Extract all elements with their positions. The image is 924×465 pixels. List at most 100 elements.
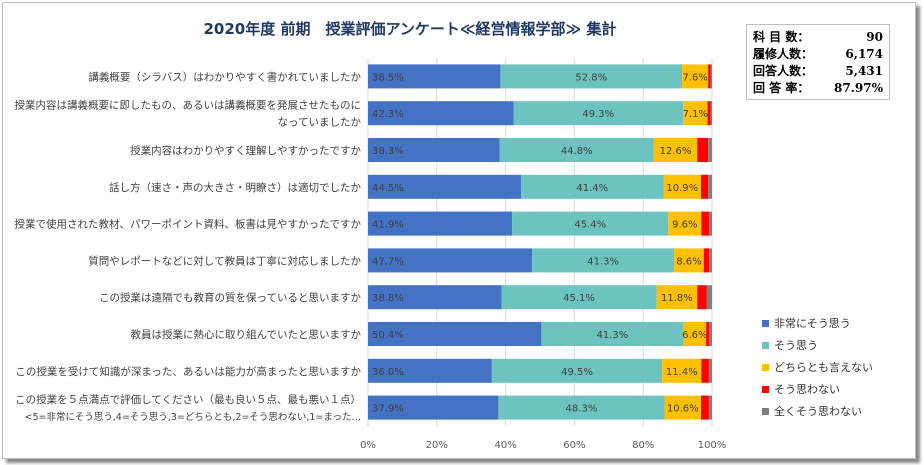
- bar-segment: [664, 395, 701, 420]
- bar-segment: [491, 358, 663, 383]
- legend-swatch: [762, 407, 769, 415]
- bar-segment: [700, 174, 709, 199]
- bar-segment: [532, 248, 675, 273]
- data-label: 38.3%: [372, 146, 404, 157]
- data-label: 49.3%: [582, 109, 614, 120]
- data-label: 11.4%: [666, 367, 698, 378]
- data-label: 52.8%: [575, 72, 607, 83]
- bar-segment: [706, 322, 710, 346]
- bar-segment: [697, 285, 707, 310]
- data-label: 10.9%: [666, 183, 698, 194]
- bar-segment: [701, 211, 710, 236]
- x-tick-label: 0%: [360, 440, 376, 451]
- bar-segment: [708, 174, 712, 199]
- bar-segment: [368, 64, 501, 89]
- data-label: 38.5%: [372, 72, 404, 83]
- x-tick-label: 80%: [632, 440, 654, 451]
- bar-segment: [668, 211, 702, 236]
- bar-segment: [500, 64, 683, 89]
- bar-segment: [541, 322, 684, 346]
- bar-segment: [683, 322, 707, 346]
- bar-segment: [682, 64, 709, 89]
- bar-segment: [368, 395, 499, 420]
- data-label: 37.9%: [372, 404, 404, 415]
- category-label: 授業で使用された教材、パワーポイント資料、板書は見やすかったですか: [15, 218, 362, 231]
- bar-segment: [653, 138, 698, 162]
- data-label: 9.6%: [672, 220, 697, 231]
- data-label: 45.4%: [574, 220, 606, 231]
- data-label: 42.3%: [372, 109, 404, 120]
- legend-item: 非常にそう思う: [762, 312, 873, 334]
- x-tick-label: 40%: [494, 440, 516, 451]
- data-label: 11.8%: [661, 293, 693, 304]
- data-label: 48.3%: [566, 404, 598, 415]
- x-tick-label: 60%: [563, 440, 585, 451]
- legend-item: 全くそう思わない: [762, 400, 873, 422]
- chart-title: 2020年度 前期 授業評価アンケート≪経営情報学部≫ 集計: [203, 20, 617, 38]
- bar-segment: [501, 285, 657, 310]
- data-label: 44.8%: [561, 146, 593, 157]
- data-label: 10.6%: [667, 404, 699, 415]
- bar-segment: [521, 174, 664, 199]
- bar-segment: [703, 248, 710, 273]
- bar-segment: [708, 358, 712, 383]
- data-label: 8.6%: [676, 256, 701, 267]
- bar-segment: [656, 285, 698, 310]
- x-tick-label: 20%: [426, 440, 448, 451]
- bar-segment: [709, 322, 712, 346]
- data-label: 7.6%: [682, 72, 707, 83]
- bar-segment: [701, 358, 709, 383]
- bar-segment: [368, 101, 514, 126]
- bar-segment: [368, 358, 492, 383]
- data-label: 49.5%: [561, 367, 593, 378]
- data-label: 36.0%: [372, 367, 404, 378]
- bar-segment: [499, 138, 654, 162]
- bar-segment: [663, 174, 701, 199]
- category-label: この授業を受けて知識が深まった、あるいは能力が高まったと思いますか: [15, 365, 361, 378]
- bar-segment: [368, 248, 533, 273]
- legend-item: そう思う: [762, 334, 873, 356]
- legend-swatch: [762, 385, 769, 393]
- category-label: 教員は授業に熱心に取り組んでいたと思いますか: [131, 328, 362, 341]
- legend: 非常にそう思う そう思うどちらとも言えないそう思わない全くそう思わない: [762, 312, 873, 422]
- legend-label: 全くそう思わない: [774, 405, 862, 418]
- category-label: この授業を５点満点で評価してください（最も良い５点、最も悪い１点）: [15, 393, 361, 406]
- bar-segment: [498, 395, 665, 420]
- data-label: 47.7%: [372, 256, 404, 267]
- bar-segment: [710, 64, 712, 89]
- data-label: 50.4%: [372, 330, 404, 341]
- bar-segment: [709, 248, 712, 273]
- bar-segment: [512, 211, 669, 236]
- bar-segment: [662, 358, 702, 383]
- info-row: 回 答 率： 87.97%: [753, 81, 883, 95]
- legend-item: そう思わない: [762, 378, 873, 400]
- category-label: なっていましたか: [278, 117, 362, 129]
- bar-segment: [683, 101, 708, 126]
- bar-segment: [368, 322, 542, 346]
- data-label: 41.3%: [587, 256, 619, 267]
- x-tick-label: 100%: [698, 440, 727, 451]
- category-label: <5=非常にそう思う,4=そう思う,3=どちらとも,2=そう思わない,1=まった…: [25, 411, 362, 423]
- legend-label: どちらとも言えない: [774, 361, 873, 374]
- legend-swatch: [762, 363, 769, 371]
- data-label: 41.3%: [597, 330, 629, 341]
- info-row: 科 目 数： 90: [753, 30, 883, 44]
- bar-segment: [708, 64, 711, 89]
- legend-swatch: [762, 319, 769, 327]
- legend-swatch: [762, 341, 769, 349]
- legend-label: そう思う: [774, 339, 818, 352]
- bar-segment: [513, 101, 684, 126]
- bar-segment: [697, 138, 709, 162]
- data-label: 6.6%: [682, 330, 707, 341]
- summary-box: 科 目 数： 90 履修人数： 6,174 回答人数： 5,431 回 答 率： 87.…: [746, 24, 890, 100]
- bar-segment: [706, 285, 712, 310]
- bar-segment: [368, 285, 502, 310]
- legend-label: 非常にそう思う: [774, 317, 851, 330]
- data-label: 41.9%: [372, 220, 404, 231]
- info-row: 履修人数： 6,174: [753, 47, 883, 61]
- bar-segment: [710, 101, 712, 126]
- data-label: 41.4%: [576, 183, 608, 194]
- category-label: 授業内容はわかりやすく理解しやすかったですか: [130, 144, 361, 157]
- info-row: 回答人数： 5,431: [753, 64, 883, 78]
